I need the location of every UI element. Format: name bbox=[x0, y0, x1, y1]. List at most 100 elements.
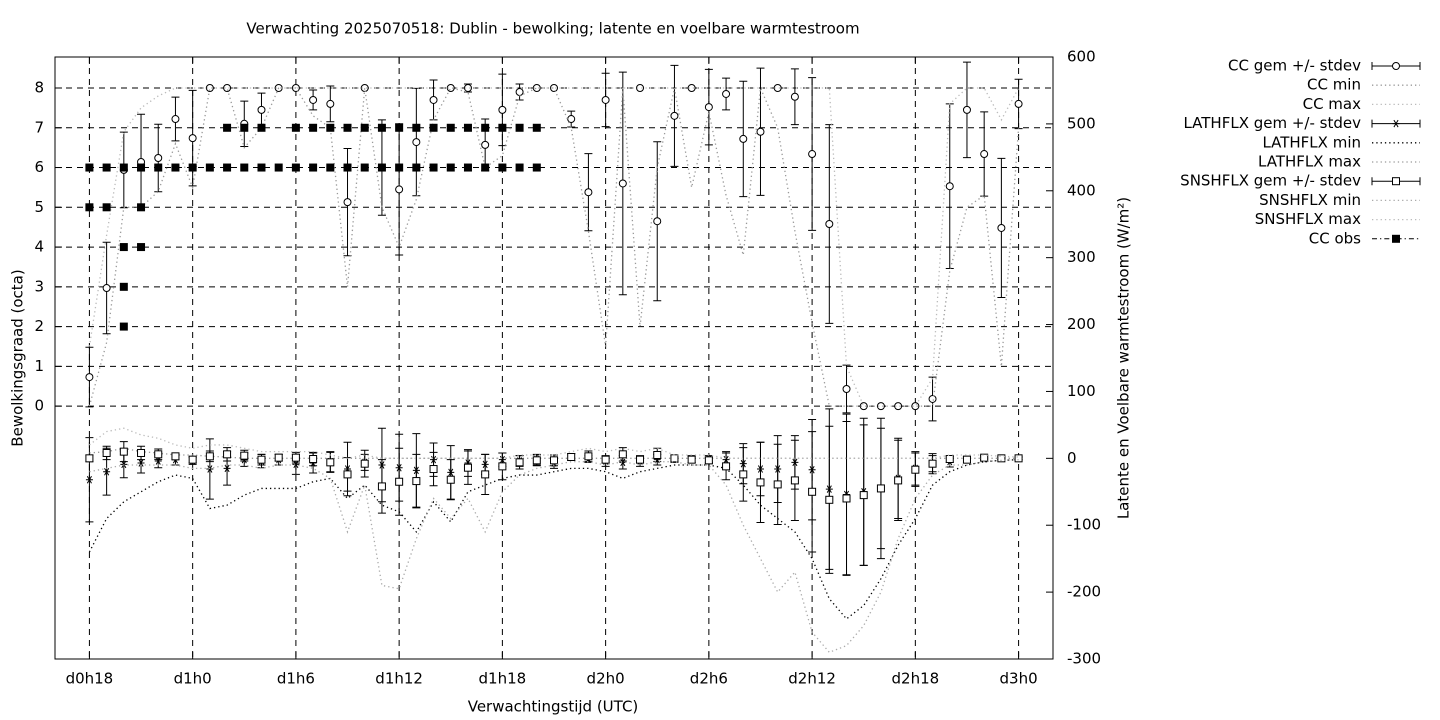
x-tick-label: d1h12 bbox=[375, 670, 423, 688]
data-point bbox=[756, 478, 765, 487]
data-point bbox=[739, 470, 748, 479]
legend-label: SNSHFLX max bbox=[1255, 210, 1361, 228]
x-tick-label: d0h18 bbox=[66, 670, 114, 688]
data-point bbox=[291, 163, 300, 172]
data-point bbox=[498, 163, 507, 172]
legend-marker bbox=[1392, 62, 1400, 70]
data-point bbox=[412, 138, 421, 147]
data-point bbox=[876, 484, 885, 493]
data-point bbox=[257, 105, 266, 114]
data-point bbox=[739, 134, 748, 143]
data-point bbox=[188, 163, 197, 172]
data-point bbox=[412, 477, 421, 486]
data-point bbox=[343, 163, 352, 172]
data-point bbox=[309, 123, 318, 132]
data-point bbox=[360, 123, 369, 132]
data-point bbox=[292, 460, 300, 469]
data-point bbox=[85, 373, 94, 382]
data-point bbox=[102, 284, 111, 293]
data-point bbox=[653, 217, 662, 226]
legend-marker bbox=[1392, 234, 1400, 243]
data-point bbox=[962, 105, 971, 114]
data-point bbox=[85, 163, 94, 172]
legend-label: CC obs bbox=[1309, 229, 1361, 247]
data-point bbox=[928, 394, 937, 403]
data-point bbox=[567, 115, 576, 124]
data-point bbox=[223, 464, 231, 473]
legend-label: CC min bbox=[1307, 76, 1361, 94]
data-point bbox=[291, 453, 300, 462]
y2-tick-label: 600 bbox=[1067, 48, 1096, 66]
data-point bbox=[636, 455, 645, 464]
y2-tick-label: -100 bbox=[1067, 516, 1101, 534]
data-point bbox=[618, 450, 627, 459]
y2-tick-label: 0 bbox=[1067, 449, 1077, 467]
data-point bbox=[859, 402, 868, 411]
data-point bbox=[429, 465, 438, 474]
y-tick-label: 1 bbox=[34, 357, 44, 375]
data-point bbox=[154, 457, 162, 465]
legend-marker bbox=[1392, 177, 1400, 186]
data-point bbox=[532, 163, 541, 172]
data-point bbox=[842, 494, 851, 503]
legend-label: LATHFLX gem +/- stdev bbox=[1183, 114, 1361, 132]
data-point bbox=[808, 487, 817, 496]
x-tick-label: d1h6 bbox=[277, 670, 315, 688]
data-point bbox=[223, 450, 232, 459]
data-point bbox=[205, 452, 214, 461]
series-line bbox=[89, 459, 1019, 654]
data-point bbox=[773, 84, 782, 93]
legend-label: LATHFLX max bbox=[1258, 153, 1361, 171]
data-point bbox=[463, 123, 472, 132]
data-point bbox=[584, 188, 593, 197]
data-point bbox=[102, 203, 111, 212]
data-point bbox=[291, 123, 300, 132]
x-axis-title: Verwachtingstijd (UTC) bbox=[468, 698, 639, 716]
data-point bbox=[618, 179, 627, 188]
plot-frame bbox=[54, 56, 1054, 660]
data-point bbox=[343, 198, 352, 207]
data-point bbox=[309, 95, 318, 104]
data-point bbox=[240, 451, 249, 460]
data-point bbox=[808, 150, 817, 159]
data-point bbox=[395, 123, 404, 132]
legend-label: SNSHFLX min bbox=[1259, 191, 1361, 209]
y2-tick-label: 500 bbox=[1067, 114, 1096, 132]
data-point bbox=[377, 123, 386, 132]
data-point bbox=[205, 84, 214, 93]
data-point bbox=[653, 450, 662, 459]
data-point bbox=[412, 123, 421, 132]
y2-tick-label: 200 bbox=[1067, 315, 1096, 333]
series-line bbox=[88, 459, 1019, 620]
data-point bbox=[790, 476, 799, 485]
data-point bbox=[463, 163, 472, 172]
y2-tick-label: 300 bbox=[1067, 248, 1096, 266]
data-point bbox=[481, 140, 490, 149]
data-point bbox=[446, 163, 455, 172]
data-point bbox=[119, 243, 128, 252]
data-point bbox=[601, 95, 610, 104]
data-point bbox=[137, 203, 146, 212]
data-point bbox=[171, 163, 180, 172]
data-point bbox=[463, 84, 472, 93]
data-point bbox=[515, 123, 524, 132]
x-tick-label: d2h18 bbox=[892, 670, 940, 688]
data-point bbox=[85, 475, 93, 484]
data-point bbox=[722, 462, 731, 471]
data-point bbox=[137, 243, 146, 252]
data-point bbox=[309, 163, 318, 172]
data-point bbox=[498, 462, 507, 471]
data-point bbox=[687, 455, 696, 464]
x-tick-label: d2h6 bbox=[690, 670, 728, 688]
data-point bbox=[171, 452, 180, 461]
series-line bbox=[89, 427, 1019, 459]
data-point bbox=[446, 123, 455, 132]
data-point bbox=[188, 455, 197, 464]
data-point bbox=[326, 163, 335, 172]
data-point bbox=[722, 89, 731, 98]
data-point bbox=[360, 163, 369, 172]
data-point bbox=[550, 84, 558, 93]
data-point bbox=[343, 470, 352, 479]
data-point bbox=[463, 463, 472, 472]
data-point bbox=[446, 84, 455, 93]
